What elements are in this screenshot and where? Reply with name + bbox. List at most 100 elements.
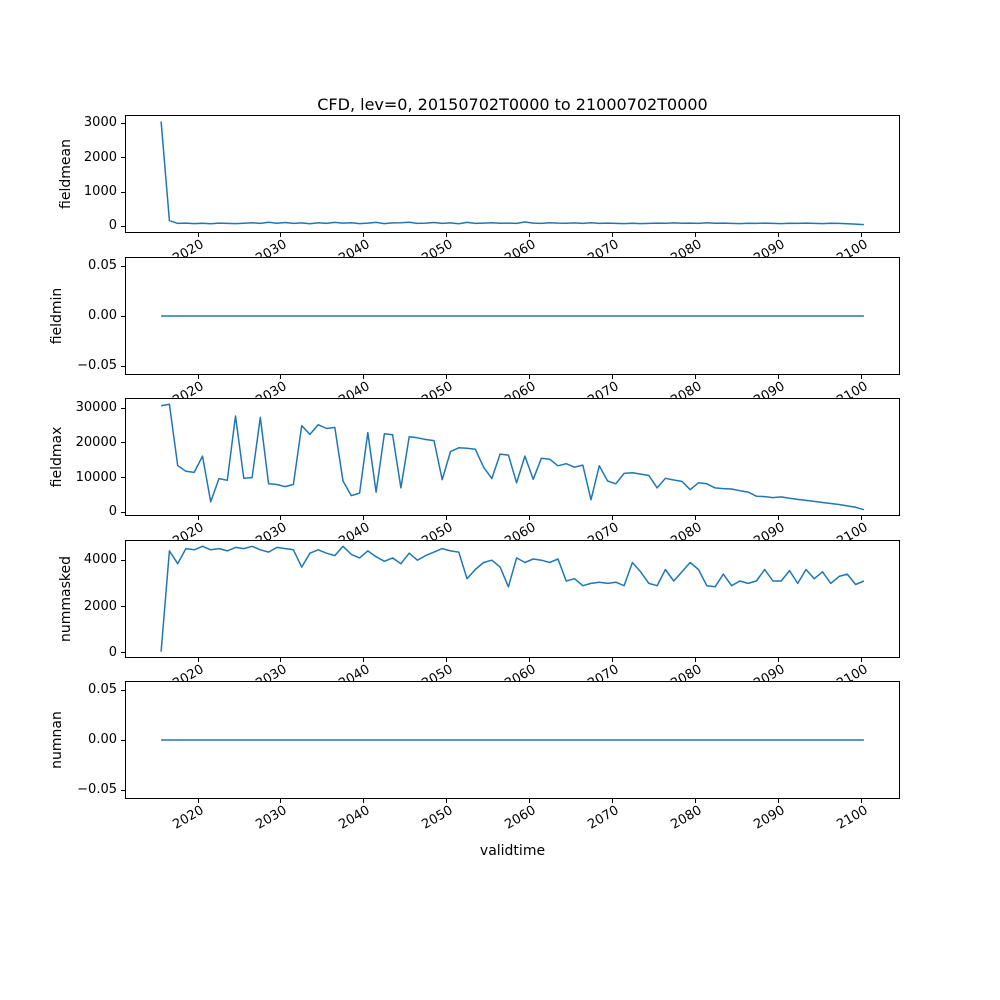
y-tick-label: 3000 [83,115,117,131]
x-tick-label: 2070 [585,379,622,409]
y-tick-label: 1000 [83,184,117,200]
x-tick-label: 2040 [336,237,373,267]
x-tick [197,375,199,379]
x-tick [280,799,282,803]
x-tick-label: 2060 [502,237,539,267]
x-tick-label: 2040 [336,662,373,692]
y-tick-label: 0.00 [88,732,117,747]
x-tick [363,799,365,803]
data-line [160,403,865,511]
x-tick-label: 2070 [585,520,622,550]
x-tick [280,658,282,662]
axes-fieldmax [125,398,900,516]
x-tick [529,658,531,662]
x-tick-label: 2090 [751,520,788,550]
x-tick [529,233,531,237]
x-tick [694,375,696,379]
x-tick-label: 2060 [502,662,539,692]
x-tick [529,375,531,379]
y-tick [121,122,125,124]
x-tick [363,375,365,379]
x-tick [777,516,779,520]
x-tick [446,516,448,520]
y-axis-label-fieldmean: fieldmean [58,139,74,209]
x-tick [777,799,779,803]
data-line [160,545,865,652]
y-tick-label: 10000 [75,469,117,485]
x-tick [280,516,282,520]
y-tick [121,689,125,691]
x-tick-label: 2100 [833,803,871,833]
x-tick-label: 2030 [253,803,290,833]
x-tick [860,516,862,520]
x-tick-label: 2090 [751,379,788,409]
x-tick [197,516,199,520]
y-tick [121,477,125,479]
x-tick [529,516,531,520]
x-tick [694,516,696,520]
y-tick-label: 0.05 [88,682,117,697]
y-tick-label: 0 [108,644,117,660]
y-tick [121,789,125,791]
x-tick [280,233,282,237]
y-tick-label: 20000 [75,434,117,450]
x-tick [197,658,199,662]
x-tick [612,375,613,379]
chart-title: CFD, lev=0, 20150702T0000 to 21000702T00… [317,95,708,114]
x-tick-label: 2080 [668,520,705,550]
x-tick [529,799,531,803]
x-tick-label: 2040 [336,803,373,833]
x-tick-label: 2100 [833,662,871,692]
y-tick [121,157,125,159]
y-tick [121,606,125,608]
y-tick-label: 0.05 [88,258,117,273]
x-tick-label: 2090 [751,237,788,267]
y-tick [121,442,125,444]
line-series-nummasked [160,545,865,652]
x-tick-label: 2050 [419,520,456,550]
x-tick [860,233,862,237]
line-series-fieldmean [160,121,864,226]
x-tick-label: 2020 [170,237,207,267]
axes-fieldmin [125,257,900,375]
x-tick-label: 2050 [419,379,456,409]
y-tick [121,739,125,741]
y-tick [121,365,125,367]
x-tick-label: 2030 [253,520,290,550]
x-tick-label: 2070 [585,803,622,833]
line-series-fieldmin [161,315,864,317]
x-tick-label: 2030 [253,662,290,692]
y-tick-label: 0 [108,504,117,520]
axes-numnan [125,681,900,799]
y-axis-label-fieldmax: fieldmax [49,426,65,488]
y-tick [121,407,125,409]
x-tick-label: 2040 [336,379,373,409]
x-tick-label: 2080 [668,662,705,692]
x-tick [363,516,365,520]
x-tick-label: 2060 [502,520,539,550]
x-tick-label: 2070 [585,237,622,267]
x-tick-label: 2020 [170,662,207,692]
y-tick [121,315,125,317]
x-tick [860,658,862,662]
x-tick [446,375,448,379]
x-tick-label: 2020 [170,379,207,409]
x-tick [280,375,282,379]
y-axis-label-nummasked: nummasked [58,555,74,643]
y-axis-label-fieldmin: fieldmin [49,287,65,345]
x-tick-label: 2080 [668,237,705,267]
y-tick-label: 2000 [83,149,117,165]
x-tick [446,799,448,803]
x-tick [363,658,365,662]
x-tick-label: 2080 [668,379,705,409]
x-tick [612,799,613,803]
x-tick-label: 2100 [833,520,871,550]
x-tick [860,375,862,379]
y-axis-label-numnan: numnan [49,711,65,769]
y-tick-label: −0.05 [77,358,117,373]
y-tick-label: −0.05 [77,782,117,797]
x-tick-label: 2060 [502,379,539,409]
x-tick [197,233,199,237]
x-tick [446,658,448,662]
